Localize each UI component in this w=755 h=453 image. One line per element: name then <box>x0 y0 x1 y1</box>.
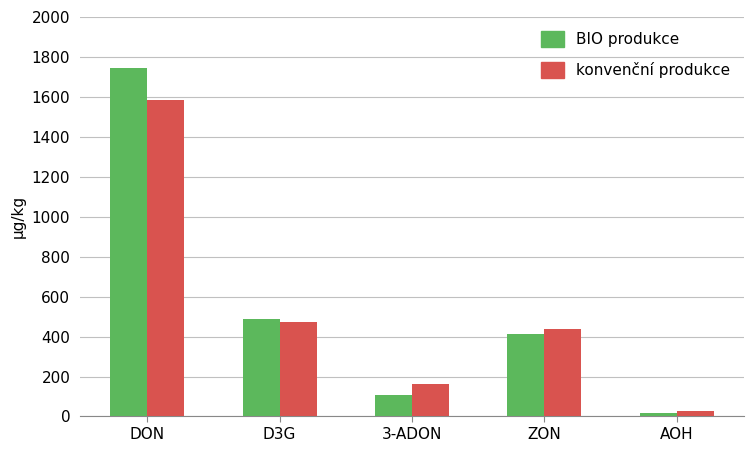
Legend: BIO produkce, konvenční produkce: BIO produkce, konvenční produkce <box>535 25 736 84</box>
Bar <box>375 395 412 416</box>
Bar <box>639 413 676 416</box>
Y-axis label: μg/kg: μg/kg <box>11 195 26 238</box>
Bar <box>412 384 449 416</box>
Bar <box>110 68 147 416</box>
Bar <box>676 411 713 416</box>
Bar <box>544 329 581 416</box>
Bar <box>242 319 279 416</box>
Bar <box>147 100 184 416</box>
Bar <box>279 322 316 416</box>
Bar <box>507 333 544 416</box>
